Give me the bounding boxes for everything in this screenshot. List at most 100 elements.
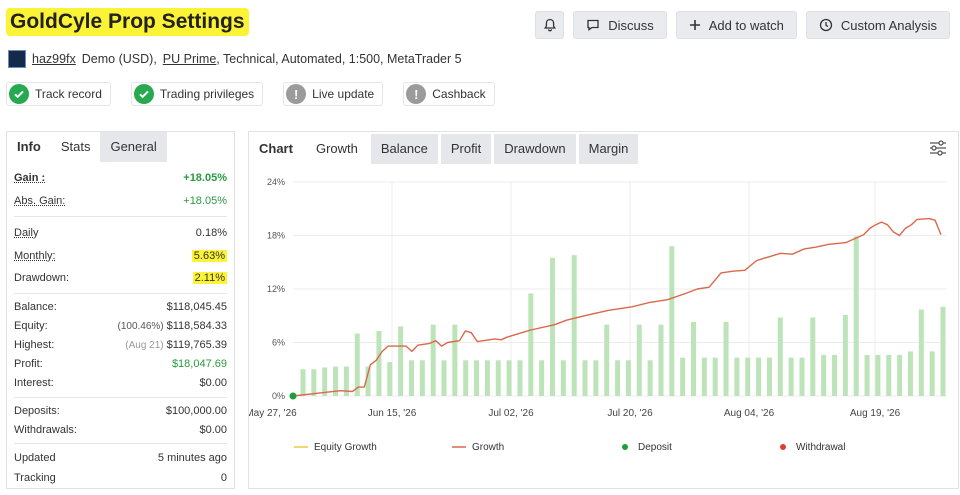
x-tick-label: Aug 04, '26	[724, 408, 775, 419]
growth-bar	[897, 354, 903, 396]
legend-label: Deposit	[638, 442, 672, 453]
growth-bar	[658, 324, 664, 396]
divider	[14, 397, 227, 398]
legend-swatch	[622, 444, 628, 450]
growth-bar	[528, 293, 534, 396]
growth-bar	[929, 351, 935, 396]
stat-equity: Equity: (100.46%) $118,584.33	[14, 320, 227, 332]
account-details: , Technical, Automated, 1:500, MetaTrade…	[216, 52, 462, 66]
verification-badges: Track record Trading privileges ! Live u…	[6, 82, 495, 106]
growth-bar	[875, 354, 881, 396]
tab-stats[interactable]: Stats	[50, 132, 101, 162]
growth-bar	[832, 354, 838, 396]
tab-balance[interactable]: Balance	[370, 134, 438, 164]
growth-bar	[701, 357, 707, 396]
growth-bar	[940, 306, 946, 396]
growth-bar	[669, 246, 675, 396]
growth-bar	[365, 366, 371, 396]
divider	[14, 216, 227, 217]
exclamation-icon: !	[406, 84, 427, 104]
y-tick-label: 12%	[267, 284, 285, 294]
badge-live-update[interactable]: ! Live update	[283, 82, 384, 106]
growth-bar	[799, 357, 805, 396]
growth-bar	[517, 360, 523, 396]
discuss-label: Discuss	[608, 17, 654, 33]
growth-bar	[604, 324, 610, 396]
growth-bar	[582, 360, 588, 396]
growth-bar	[593, 360, 599, 396]
broker-link[interactable]: PU Prime	[162, 52, 217, 66]
growth-bar	[322, 367, 328, 396]
growth-bar	[474, 360, 480, 396]
growth-bar	[723, 321, 729, 396]
chat-icon	[587, 19, 599, 31]
growth-bar	[918, 309, 924, 396]
badge-track-record[interactable]: Track record	[6, 82, 111, 106]
clock-icon	[819, 18, 833, 32]
x-tick-label: Aug 19, '26	[850, 408, 901, 419]
growth-bar	[560, 360, 566, 396]
username-link[interactable]: haz99fx	[32, 52, 76, 66]
growth-bar	[734, 357, 740, 396]
growth-bar	[354, 333, 360, 396]
check-icon	[133, 84, 154, 104]
y-tick-label: 18%	[267, 231, 285, 241]
growth-bar	[495, 360, 501, 396]
badge-cashback[interactable]: ! Cashback	[403, 82, 495, 106]
stat-gain: Gain : +18.05%	[14, 172, 227, 184]
check-icon	[9, 84, 29, 104]
tab-chart[interactable]: Chart	[249, 134, 303, 164]
custom-analysis-button[interactable]: Custom Analysis	[805, 11, 950, 39]
growth-bar	[886, 354, 892, 396]
growth-bar	[343, 366, 349, 396]
growth-bar	[777, 317, 783, 396]
tab-info[interactable]: Info	[17, 139, 41, 154]
growth-bar	[333, 366, 339, 396]
divider	[14, 443, 227, 444]
growth-bar	[810, 317, 816, 396]
add-to-watch-button[interactable]: Add to watch	[675, 11, 797, 39]
legend-label: Withdrawal	[796, 442, 845, 453]
growth-bar	[419, 360, 425, 396]
stat-highest: Highest: (Aug 21) $119,765.39	[14, 339, 227, 351]
stats-panel: Info Stats General Gain : +18.05% Abs. G…	[6, 131, 235, 489]
exclamation-icon: !	[286, 84, 307, 104]
stat-interest: Interest: $0.00	[14, 377, 227, 389]
growth-bar	[745, 357, 751, 396]
badge-label: Trading privileges	[159, 87, 255, 101]
growth-bar	[842, 314, 848, 396]
growth-bar	[691, 321, 697, 396]
filter-settings-icon[interactable]	[928, 138, 948, 158]
avatar[interactable]	[8, 50, 26, 68]
tab-drawdown[interactable]: Drawdown	[494, 134, 576, 164]
growth-bar	[625, 360, 631, 396]
divider	[14, 293, 227, 294]
stat-drawdown: Drawdown: 2.11%	[14, 272, 227, 284]
y-tick-label: 6%	[272, 338, 285, 348]
stat-daily: Daily 0.18%	[14, 227, 227, 239]
stat-profit: Profit: $18,047.69	[14, 358, 227, 370]
growth-bar	[712, 357, 718, 396]
plus-icon	[689, 20, 700, 30]
y-tick-label: 0%	[272, 391, 285, 401]
tab-growth[interactable]: Growth	[305, 134, 368, 164]
growth-bar	[853, 236, 859, 396]
growth-bar	[311, 369, 317, 396]
discuss-button[interactable]: Discuss	[573, 11, 667, 39]
stats-tabs: Info Stats General	[7, 132, 234, 162]
tab-general[interactable]: General	[100, 132, 167, 162]
stat-updated: Updated 5 minutes ago	[14, 452, 227, 464]
growth-bar	[506, 360, 512, 396]
notification-button[interactable]	[535, 11, 565, 39]
tab-profit[interactable]: Profit	[440, 134, 492, 164]
growth-bar	[571, 255, 577, 396]
growth-bar	[615, 360, 621, 396]
growth-bar	[484, 360, 490, 396]
legend-label: Equity Growth	[314, 442, 377, 453]
stat-deposits: Deposits: $100,000.00	[14, 405, 227, 417]
growth-bar	[463, 360, 469, 396]
tab-margin[interactable]: Margin	[578, 134, 639, 164]
stat-monthly: Monthly: 5.63%	[14, 250, 227, 262]
badge-trading-privileges[interactable]: Trading privileges	[130, 82, 264, 106]
growth-bar	[430, 324, 436, 396]
